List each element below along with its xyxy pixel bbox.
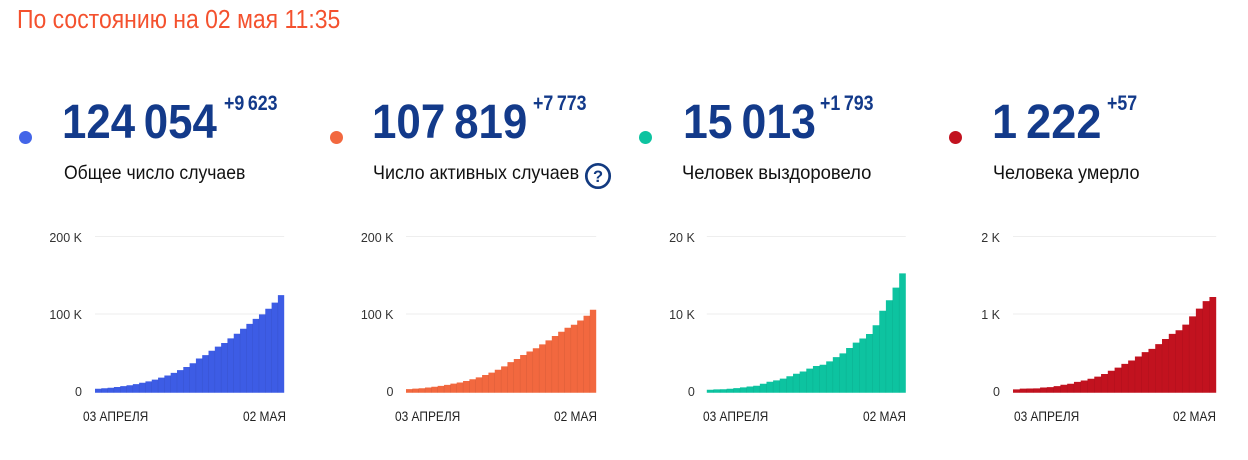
- svg-text:?: ?: [592, 168, 602, 186]
